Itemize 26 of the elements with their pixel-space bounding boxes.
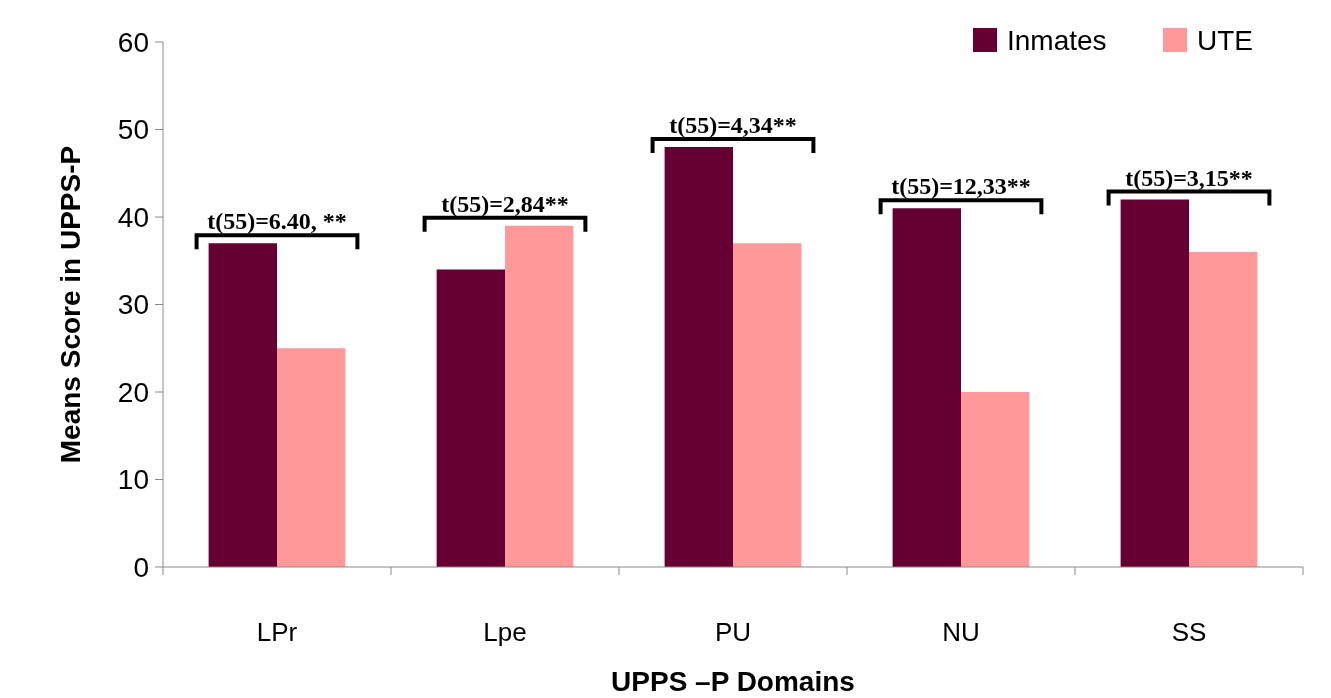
y-tick-label: 40 [117, 201, 149, 233]
y-tick-label: 20 [117, 376, 149, 408]
x-tick-label: NU [942, 617, 980, 647]
y-tick-label: 50 [117, 114, 149, 146]
x-tick-label: SS [1171, 617, 1207, 647]
annotation: t(55)=12,33** [891, 173, 1031, 200]
legend-label: Inmates [1007, 24, 1107, 56]
bar [1189, 252, 1258, 567]
bar [277, 348, 346, 567]
x-tick-label: Lpe [483, 617, 527, 647]
legend-label: UTE [1197, 24, 1253, 56]
annotation: t(55)=6.40, ** [207, 208, 347, 235]
bar [733, 243, 802, 567]
annotation: t(55)=4,34** [669, 112, 797, 138]
bar [961, 392, 1030, 567]
annotation: t(55)=3,15** [1125, 164, 1253, 191]
x-tick-label: LPr [256, 617, 298, 647]
y-tick-label: 0 [133, 551, 149, 583]
y-tick-label: 10 [117, 464, 149, 496]
y-axis-title: Means Score in UPPS-P [55, 145, 86, 464]
annotation: t(55)=2,84** [441, 190, 569, 217]
bar [436, 269, 505, 567]
x-axis-title: UPPS –P Domains [611, 666, 855, 697]
y-tick-label: 60 [117, 26, 149, 58]
x-tick-label: PU [714, 617, 752, 647]
y-tick-label: 30 [117, 289, 149, 321]
